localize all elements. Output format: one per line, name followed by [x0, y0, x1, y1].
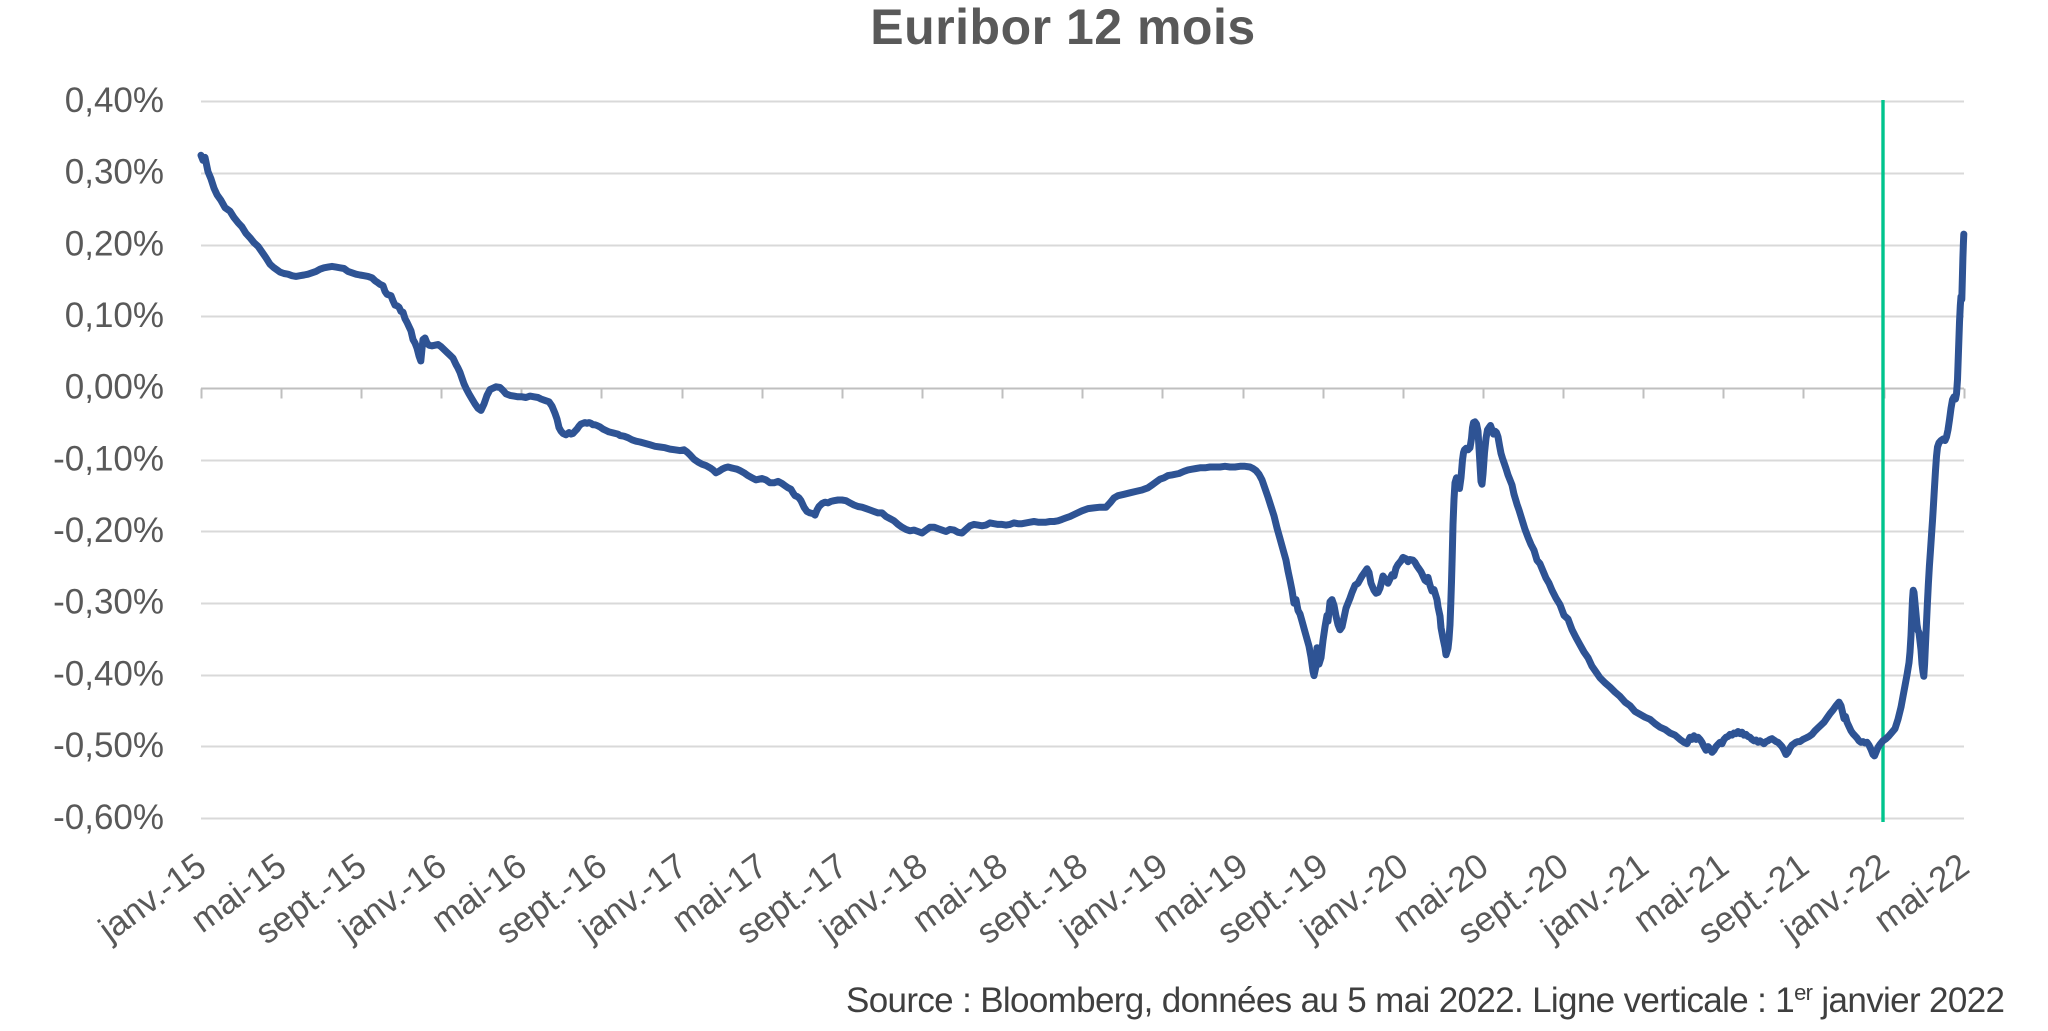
svg-text:-0,10%: -0,10% [53, 439, 164, 478]
svg-text:0,10%: 0,10% [65, 296, 164, 335]
svg-text:-0,30%: -0,30% [53, 583, 164, 622]
svg-text:0,20%: 0,20% [65, 224, 164, 263]
svg-text:0,00%: 0,00% [65, 368, 164, 407]
svg-text:Euribor 12 mois: Euribor 12 mois [870, 0, 1255, 55]
svg-text:Source : Bloomberg, données au: Source : Bloomberg, données au 5 mai 202… [846, 980, 2004, 1020]
svg-text:0,30%: 0,30% [65, 153, 164, 192]
svg-text:-0,50%: -0,50% [53, 726, 164, 765]
svg-text:-0,20%: -0,20% [53, 511, 164, 550]
svg-text:-0,60%: -0,60% [53, 798, 164, 837]
svg-text:-0,40%: -0,40% [53, 654, 164, 693]
svg-text:0,40%: 0,40% [65, 81, 164, 120]
